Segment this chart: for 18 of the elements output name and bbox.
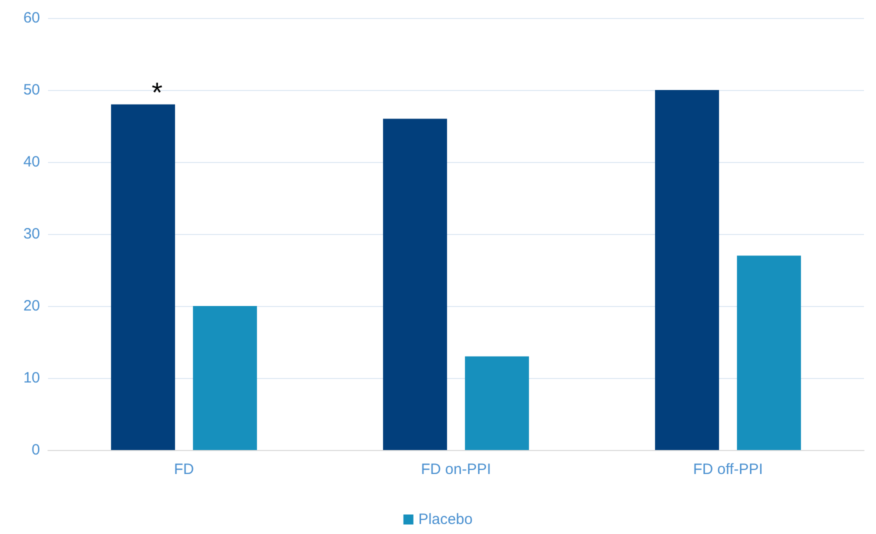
bar (192, 306, 257, 450)
y-tick-label: 20 (23, 298, 40, 314)
x-tick-label: FD (174, 461, 194, 478)
x-tick-label: FD on-PPI (420, 461, 492, 478)
bar (655, 90, 720, 450)
y-tick-label: 10 (23, 370, 40, 386)
bar (736, 256, 801, 450)
legend-label: Placebo (418, 511, 473, 528)
bar (111, 104, 176, 450)
bar (464, 356, 529, 450)
y-tick-label: 60 (23, 10, 40, 26)
bar (383, 118, 448, 450)
x-tick-label: FD off-PPI (693, 461, 763, 478)
annotation: * (152, 76, 163, 108)
y-tick-label: 50 (23, 82, 40, 98)
y-tick-label: 30 (23, 226, 40, 242)
y-tick-label: 40 (23, 154, 40, 170)
y-tick-label: 0 (32, 442, 40, 458)
